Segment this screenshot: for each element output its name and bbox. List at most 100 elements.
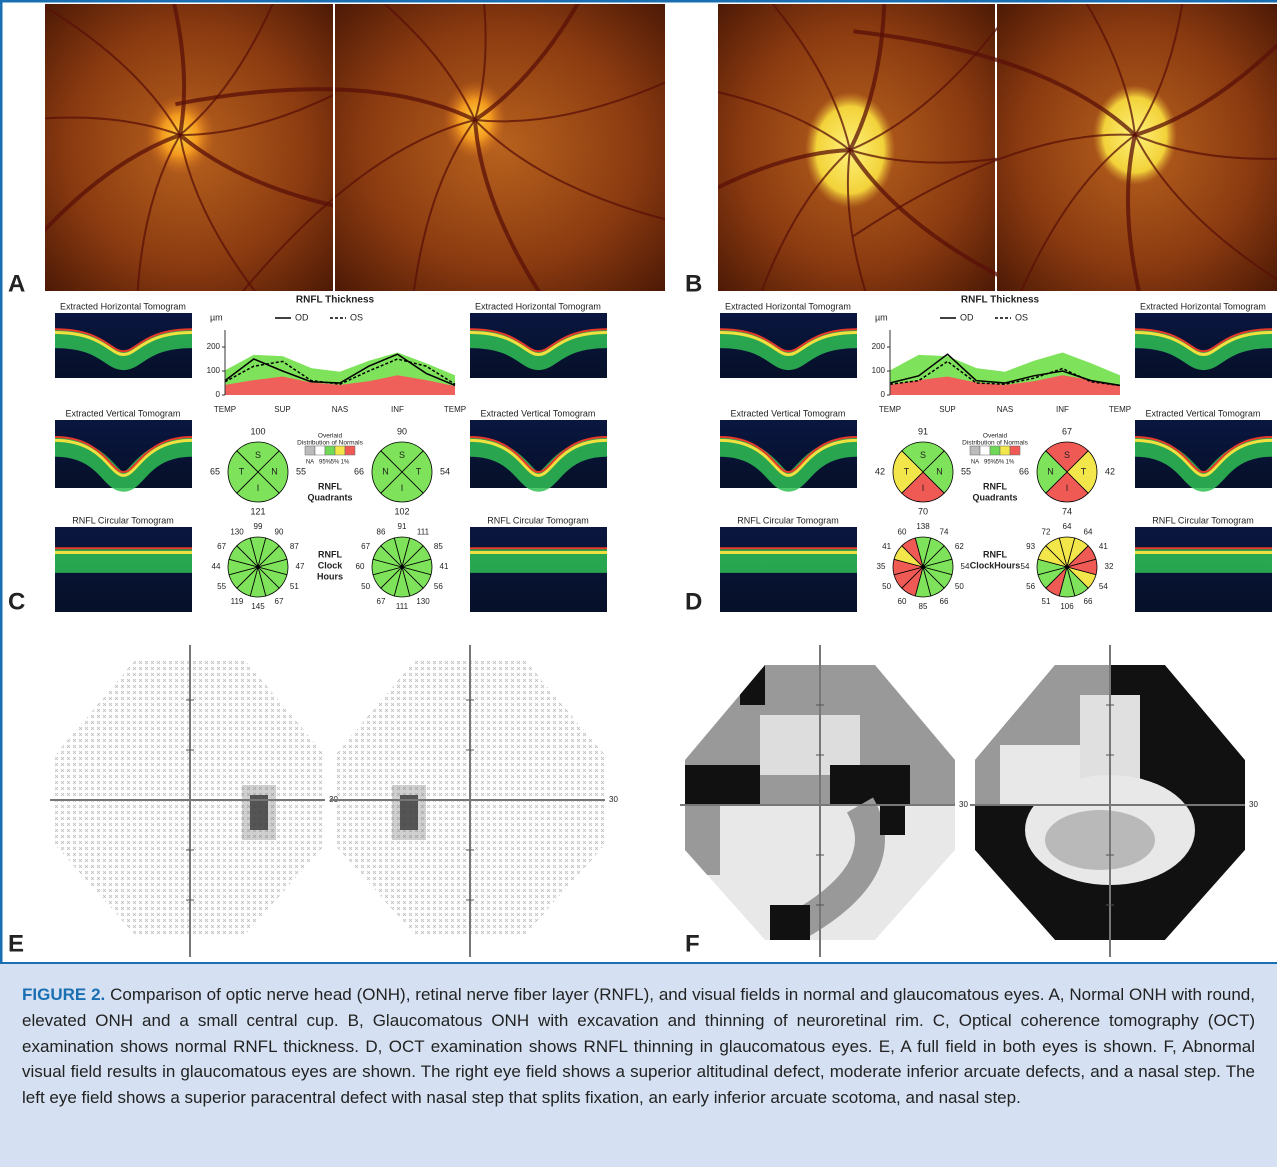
tomogram-title: RNFL Circular Tomogram — [487, 515, 589, 525]
defect-black — [770, 905, 810, 945]
tomogram-title: Extracted Vertical Tomogram — [731, 408, 846, 418]
caption-label: FIGURE 2. — [22, 985, 105, 1004]
clock-value: 67 — [275, 597, 284, 606]
quadrant-letter: N — [936, 466, 943, 476]
x-category-label: NAS — [332, 405, 348, 414]
tomogram-title: Extracted Horizontal Tomogram — [725, 301, 851, 311]
normals-label: 5% — [996, 460, 1005, 466]
quadrant-value: 55 — [961, 466, 971, 476]
clock-label: RNFL — [318, 549, 342, 559]
unit-label: µm — [210, 312, 223, 322]
normals-swatch — [345, 446, 355, 455]
y-tick-label: 200 — [872, 342, 886, 351]
quadrants-label: Quadrants — [307, 492, 352, 502]
clock-value: 87 — [290, 542, 299, 551]
quadrant-letter: T — [416, 466, 422, 476]
normals-swatch — [335, 446, 345, 455]
tomogram-title: RNFL Circular Tomogram — [1152, 515, 1254, 525]
quadrant-value: 100 — [250, 426, 265, 436]
clock-label: ClockHours — [970, 560, 1021, 570]
normals-swatch — [325, 446, 335, 455]
clock-value: 86 — [377, 527, 386, 536]
tomogram-title: Extracted Horizontal Tomogram — [1140, 301, 1266, 311]
quadrant-letter: I — [1066, 483, 1069, 493]
figure: ABCDEFExtracted Horizontal TomogramExtra… — [0, 0, 1277, 1167]
normals-label: 1% — [341, 460, 350, 466]
clock-value: 35 — [877, 562, 886, 571]
unit-label: µm — [875, 312, 888, 322]
quadrant-value: 54 — [440, 466, 450, 476]
tomogram-title: Extracted Vertical Tomogram — [66, 408, 181, 418]
clock-value: 55 — [217, 582, 226, 591]
x-category-label: SUP — [939, 405, 955, 414]
clock-value: 54 — [961, 562, 970, 571]
graph-title: RNFL Thickness — [296, 295, 375, 306]
quadrant-value: 121 — [250, 506, 265, 516]
normals-title: Distribution of Normals — [962, 440, 1028, 447]
quadrant-value: 70 — [918, 506, 928, 516]
quadrant-letter: S — [1064, 450, 1070, 460]
normals-label: NA — [971, 460, 979, 466]
quadrant-letter: N — [271, 466, 278, 476]
quadrant-letter: S — [255, 450, 261, 460]
clock-value: 130 — [416, 597, 430, 606]
tomogram-title: RNFL Circular Tomogram — [72, 515, 174, 525]
quadrants-label: RNFL — [318, 481, 342, 491]
clock-value: 47 — [296, 562, 305, 571]
tomogram-title: Extracted Horizontal Tomogram — [60, 301, 186, 311]
caption-text: Comparison of optic nerve head (ONH), re… — [22, 985, 1255, 1107]
normals-swatch — [980, 446, 990, 455]
legend-label: OD — [960, 312, 974, 322]
panel-label: B — [685, 270, 702, 297]
clock-value: 62 — [955, 542, 964, 551]
normals-swatch — [970, 446, 980, 455]
panel-label: E — [8, 930, 24, 957]
defect-black — [880, 805, 905, 835]
quadrant-value: 65 — [210, 466, 220, 476]
clock-value: 44 — [212, 562, 221, 571]
x-category-label: NAS — [997, 405, 1013, 414]
normals-title: Overlaid — [983, 433, 1008, 440]
clock-value: 145 — [251, 602, 265, 611]
tomogram-title: RNFL Circular Tomogram — [737, 515, 839, 525]
normals-swatch — [1000, 446, 1010, 455]
y-tick-label: 0 — [216, 390, 221, 399]
clock-value: 64 — [1063, 522, 1072, 531]
clock-value: 54 — [1099, 582, 1108, 591]
normals-swatch — [990, 446, 1000, 455]
y-tick-label: 200 — [207, 342, 221, 351]
clock-value: 111 — [396, 602, 409, 611]
clock-value: 50 — [882, 582, 891, 591]
clock-value: 50 — [955, 582, 964, 591]
clock-value: 60 — [898, 597, 907, 606]
quadrant-letter: T — [1081, 466, 1087, 476]
normals-swatch — [315, 446, 325, 455]
clock-value: 41 — [440, 562, 449, 571]
axis-label: 30 — [959, 800, 968, 809]
blind-spot-halo — [242, 785, 276, 840]
clock-value: 90 — [275, 527, 284, 536]
clock-value: 67 — [377, 597, 386, 606]
clock-value: 85 — [919, 602, 928, 611]
clock-value: 130 — [230, 527, 244, 536]
clock-value: 60 — [356, 562, 365, 571]
clock-value: 41 — [882, 542, 891, 551]
quadrant-letter: S — [920, 450, 926, 460]
visual-field — [970, 660, 1245, 940]
quadrant-letter: T — [904, 466, 910, 476]
clock-value: 32 — [1105, 562, 1114, 571]
normals-label: 1% — [1006, 460, 1015, 466]
clock-value: 111 — [417, 527, 430, 536]
quadrant-letter: I — [922, 483, 925, 493]
clock-value: 85 — [434, 542, 443, 551]
clock-value: 106 — [1060, 602, 1074, 611]
clock-label: Hours — [317, 571, 343, 581]
panel-label: F — [685, 930, 700, 957]
normals-title: Distribution of Normals — [297, 440, 363, 447]
clock-value: 72 — [1042, 527, 1051, 536]
clock-value: 67 — [217, 542, 226, 551]
fundus-photo — [335, 4, 665, 291]
panel-label: C — [8, 588, 25, 615]
quadrant-value: 66 — [354, 466, 364, 476]
normals-label: NA — [306, 460, 314, 466]
